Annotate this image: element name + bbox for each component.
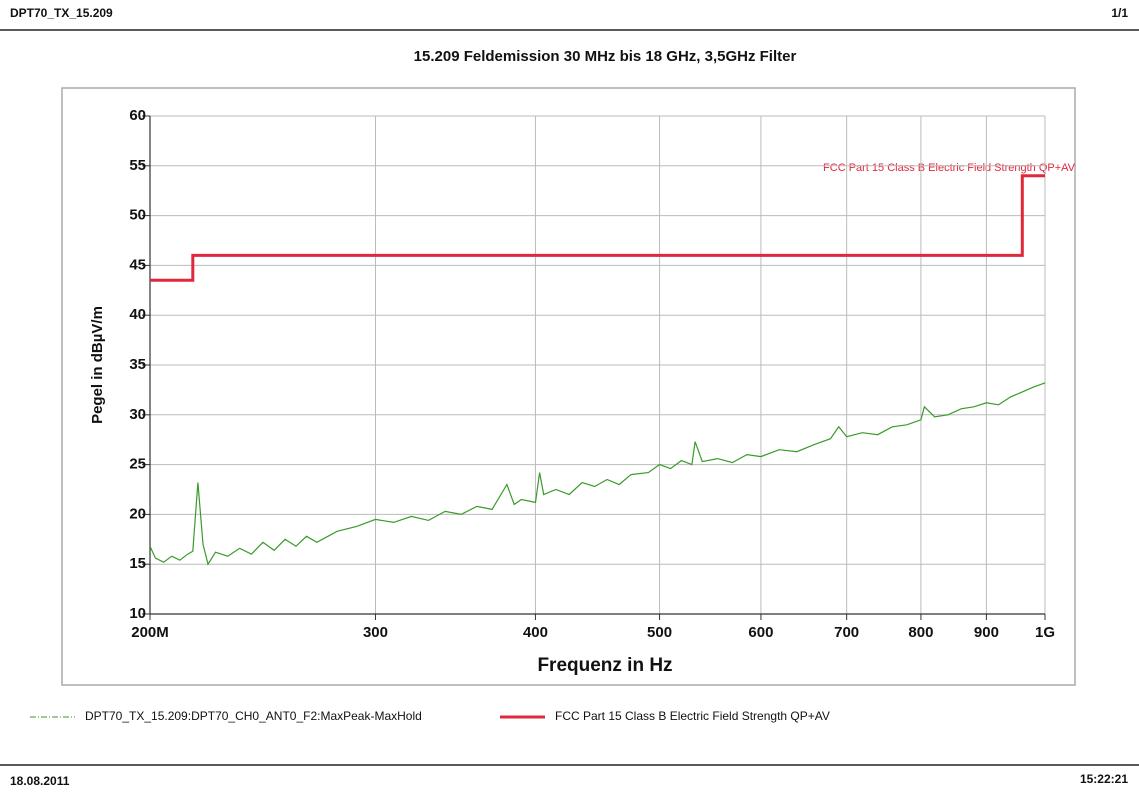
y-tick-label: 55 — [129, 157, 146, 174]
x-axis-label: Frequenz in Hz — [537, 655, 672, 676]
x-tick-label: 1G — [1035, 624, 1055, 641]
y-tick-label: 15 — [129, 555, 146, 572]
footer-date: 18.08.2011 — [10, 774, 70, 788]
footer-time: 15:22:21 — [1080, 772, 1128, 786]
x-tick-label: 400 — [523, 624, 548, 641]
series-line — [149, 382, 1046, 566]
x-tick-label: 700 — [834, 624, 859, 641]
x-tick-label: 900 — [974, 624, 999, 641]
y-tick-label: 10 — [129, 605, 146, 622]
y-tick-label: 60 — [129, 107, 146, 124]
y-tick-label: 35 — [129, 356, 146, 373]
chart-frame — [61, 87, 1076, 686]
x-tick-label: 300 — [363, 624, 388, 641]
legend-label: DPT70_TX_15.209:DPT70_CH0_ANT0_F2:MaxPea… — [85, 709, 422, 723]
x-tick-label: 600 — [748, 624, 773, 641]
limit-annotation: FCC Part 15 Class B Electric Field Stren… — [823, 162, 1076, 174]
page-number: 1/1 — [1111, 6, 1128, 20]
document-name: DPT70_TX_15.209 — [10, 6, 113, 20]
y-tick-label: 30 — [129, 406, 146, 423]
y-tick-label: 25 — [129, 456, 146, 473]
series-line — [150, 174, 1045, 282]
x-tick-label: 800 — [908, 624, 933, 641]
y-tick-label: 40 — [129, 306, 146, 323]
y-tick-label: 20 — [129, 505, 146, 522]
y-tick-label: 50 — [129, 207, 146, 224]
x-tick-label: 200M — [131, 624, 169, 641]
chart-title: 15.209 Feldemission 30 MHz bis 18 GHz, 3… — [414, 48, 797, 65]
y-axis-label: Pegel in dBµV/m — [89, 306, 106, 424]
y-tick-label: 45 — [129, 256, 146, 273]
x-tick-label: 500 — [647, 624, 672, 641]
legend-label: FCC Part 15 Class B Electric Field Stren… — [555, 709, 830, 723]
